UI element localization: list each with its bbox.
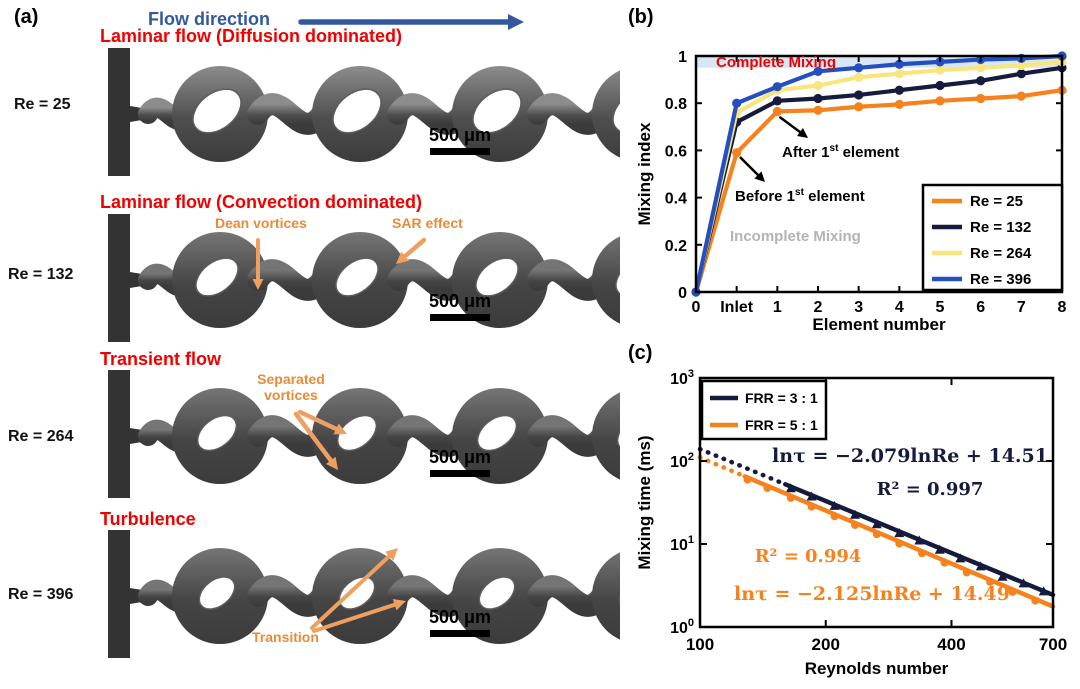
panel-a-label: (a) bbox=[14, 6, 39, 28]
svg-text:400: 400 bbox=[937, 635, 965, 654]
svg-text:Re = 132: Re = 132 bbox=[970, 219, 1031, 236]
svg-text:3: 3 bbox=[854, 299, 863, 316]
svg-text:FRR = 3 : 1: FRR = 3 : 1 bbox=[745, 390, 818, 406]
svg-text:0: 0 bbox=[678, 285, 687, 302]
svg-text:4: 4 bbox=[895, 299, 904, 316]
svg-text:6: 6 bbox=[976, 299, 985, 316]
svg-text:Re = 25: Re = 25 bbox=[970, 193, 1023, 210]
svg-text:500 μm: 500 μm bbox=[429, 125, 491, 145]
svg-text:Before 1st element: Before 1st element bbox=[735, 187, 865, 205]
svg-text:0.2: 0.2 bbox=[665, 238, 687, 255]
flow-direction-arrow-icon bbox=[298, 14, 524, 30]
row-title-transient: Transient flow bbox=[100, 349, 222, 369]
svg-text:R² = 0.994: R² = 0.994 bbox=[755, 546, 862, 567]
re-label-132: Re = 132 bbox=[8, 266, 74, 283]
svg-text:102: 102 bbox=[670, 451, 694, 471]
re-label-264: Re = 264 bbox=[8, 428, 74, 445]
svg-text:1: 1 bbox=[773, 299, 782, 316]
row-title-laminar-convection: Laminar flow (Convection dominated) bbox=[100, 192, 423, 212]
svg-text:Re = 396: Re = 396 bbox=[970, 271, 1031, 288]
svg-text:1: 1 bbox=[678, 49, 687, 66]
svg-text:103: 103 bbox=[670, 368, 694, 388]
micrograph-re-264: 500 μm bbox=[108, 370, 620, 498]
svg-text:500 μm: 500 μm bbox=[429, 291, 491, 311]
mixing-index-chart: 0 Inlet 1 2 3 4 5 6 7 8 0 0.2 0.4 0.6 0.8 1 Element numb… bbox=[635, 49, 1067, 334]
micrograph-re-132: 500 μm bbox=[108, 214, 620, 342]
re-label-396: Re = 396 bbox=[8, 586, 74, 603]
svg-text:500 μm: 500 μm bbox=[429, 607, 491, 627]
svg-text:0.6: 0.6 bbox=[665, 143, 687, 160]
micrograph-re-25: 500 μm bbox=[108, 48, 620, 176]
svg-text:Reynolds number: Reynolds number bbox=[805, 659, 949, 678]
svg-text:5: 5 bbox=[936, 299, 945, 316]
svg-text:Inlet: Inlet bbox=[720, 299, 754, 316]
panel-b-label: (b) bbox=[628, 6, 654, 28]
svg-text:Mixing time (ms): Mixing time (ms) bbox=[635, 435, 654, 569]
svg-text:lnτ = −2.125lnRe + 14.49: lnτ = −2.125lnRe + 14.49 bbox=[734, 583, 1010, 605]
svg-text:lnτ = −2.079lnRe + 14.51: lnτ = −2.079lnRe + 14.51 bbox=[772, 445, 1048, 467]
row-title-laminar-diffusion: Laminar flow (Diffusion dominated) bbox=[100, 26, 402, 46]
flow-direction-label: Flow direction bbox=[148, 9, 271, 29]
svg-text:700: 700 bbox=[1039, 635, 1067, 654]
svg-text:Incomplete Mixing: Incomplete Mixing bbox=[730, 228, 861, 245]
micrograph-re-396: 500 μm bbox=[108, 530, 620, 658]
svg-text:100: 100 bbox=[686, 635, 714, 654]
annotation-dean-vortices: Dean vortices bbox=[215, 215, 307, 231]
mixing-time-chart: 100 200 400 700 103 102 101 100 Reynolds number M… bbox=[635, 368, 1067, 678]
svg-text:101: 101 bbox=[670, 534, 694, 554]
svg-text:0.8: 0.8 bbox=[665, 96, 687, 113]
svg-text:R² = 0.997: R² = 0.997 bbox=[877, 479, 984, 500]
svg-text:After 1st element: After 1st element bbox=[782, 143, 899, 161]
svg-text:FRR = 5 : 1: FRR = 5 : 1 bbox=[745, 417, 818, 433]
panel-c-label: (c) bbox=[628, 342, 653, 364]
annotation-transition: Transition bbox=[252, 629, 319, 645]
svg-text:Complete Mixing: Complete Mixing bbox=[716, 54, 836, 71]
annotation-separated-vortices: Separated vortices bbox=[257, 371, 325, 403]
svg-text:200: 200 bbox=[812, 635, 840, 654]
svg-text:0: 0 bbox=[692, 299, 701, 316]
svg-text:Mixing index: Mixing index bbox=[635, 122, 654, 226]
svg-text:8: 8 bbox=[1058, 299, 1067, 316]
annotation-sar-effect: SAR effect bbox=[392, 215, 463, 231]
svg-text:2: 2 bbox=[814, 299, 823, 316]
re-label-25: Re = 25 bbox=[14, 96, 71, 113]
svg-text:7: 7 bbox=[1017, 299, 1026, 316]
svg-text:500 μm: 500 μm bbox=[429, 447, 491, 467]
svg-text:Re = 264: Re = 264 bbox=[970, 245, 1032, 262]
svg-text:0.4: 0.4 bbox=[665, 191, 687, 208]
row-title-turbulence: Turbulence bbox=[100, 509, 196, 529]
svg-text:100: 100 bbox=[670, 617, 694, 637]
svg-text:Element number: Element number bbox=[812, 315, 946, 334]
